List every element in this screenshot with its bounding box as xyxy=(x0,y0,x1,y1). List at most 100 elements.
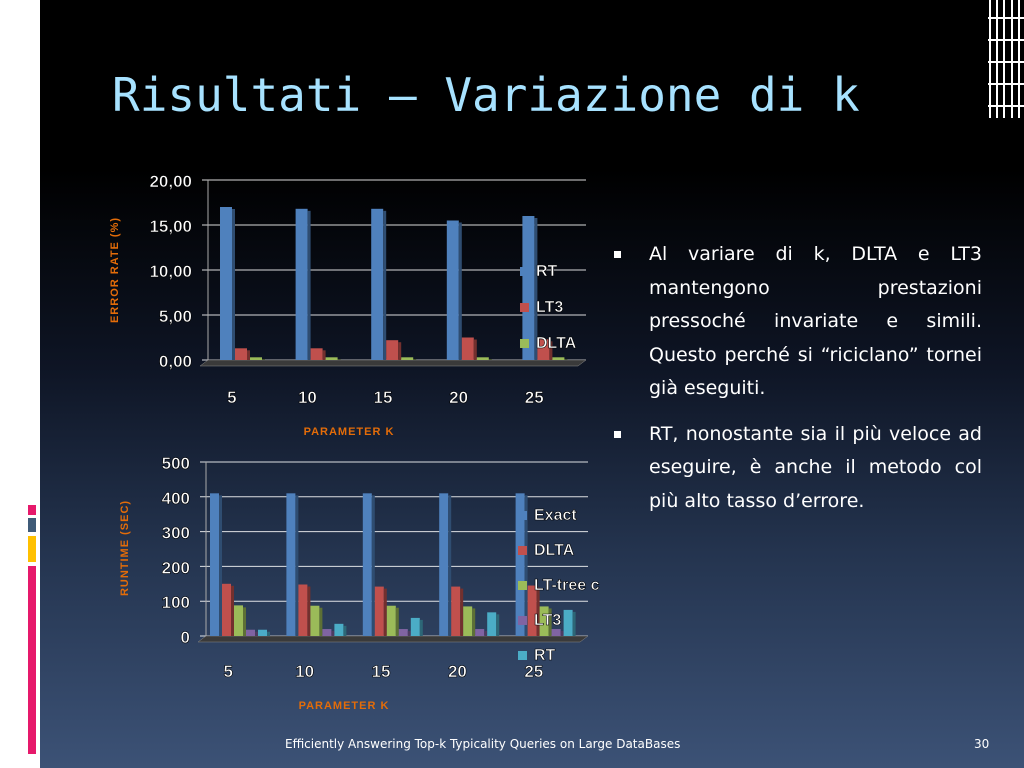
bar-rt-10 xyxy=(295,208,308,360)
bar-side-shade xyxy=(458,222,462,360)
legend-label: RT xyxy=(536,263,558,280)
bar-side-shade xyxy=(322,350,326,360)
bar-side-shade xyxy=(448,495,452,636)
x-category-label: 5 xyxy=(227,388,236,407)
bar-side-shade xyxy=(255,631,258,636)
bar-dlta-5 xyxy=(222,583,231,636)
bar-side-shade xyxy=(407,631,411,636)
legend-swatch xyxy=(520,303,529,312)
bar-side-shade xyxy=(395,607,399,636)
bullet-text: RT, nonostante sia il più veloce ad eseg… xyxy=(649,422,982,512)
bar-side-shade xyxy=(319,607,323,636)
y-tick-label: 20,00 xyxy=(149,172,192,191)
sidebar-stripe xyxy=(28,505,36,515)
bar-side-shade xyxy=(243,607,246,636)
x-category-label: 15 xyxy=(374,388,393,407)
bullet-text: Al variare di k, DLTA e LT3 mantengono p… xyxy=(649,243,982,399)
y-tick-label: 400 xyxy=(162,489,190,508)
bar-side-shade xyxy=(383,210,387,360)
bar-side-shade xyxy=(398,342,402,360)
bar-side-shade xyxy=(267,631,270,636)
bar-exact-5 xyxy=(210,493,219,636)
bar-side-shade xyxy=(219,495,222,636)
bar-side-shade xyxy=(413,359,417,360)
bar-side-shade xyxy=(262,359,265,360)
legend-label: RT xyxy=(534,647,556,664)
bar-lt-tree-c-10 xyxy=(310,605,320,636)
bar-rt-10 xyxy=(334,623,344,636)
bar-side-shade xyxy=(247,350,250,360)
bar-lt-tree-c-5 xyxy=(234,605,243,636)
bar-rt-15 xyxy=(410,617,420,636)
bar-dlta-5 xyxy=(250,357,262,360)
x-category-label: 10 xyxy=(298,388,317,407)
x-category-label: 25 xyxy=(525,388,544,407)
x-axis-title: PARAMETER K xyxy=(304,426,395,438)
chart-floor xyxy=(199,359,587,367)
legend-swatch xyxy=(518,616,527,625)
y-tick-label: 0 xyxy=(181,628,190,647)
bar-side-shade xyxy=(524,495,528,636)
footer-text: Efficiently Answering Top-k Typicality Q… xyxy=(285,737,681,751)
bar-side-shade xyxy=(343,625,347,636)
bar-side-shade xyxy=(496,614,500,636)
bar-side-shade xyxy=(307,586,311,636)
bar-rt-15 xyxy=(371,208,384,360)
bar-dlta-20 xyxy=(451,586,461,636)
page-number: 30 xyxy=(974,737,990,751)
bar-side-shade xyxy=(231,585,234,636)
bar-lt3-5 xyxy=(235,348,247,360)
bar-side-shade xyxy=(564,359,568,360)
legend-swatch xyxy=(518,546,527,555)
y-tick-label: 5,00 xyxy=(159,307,192,326)
bar-exact-10 xyxy=(286,493,296,636)
bullet-list: Al variare di k, DLTA e LT3 mantengono p… xyxy=(608,238,982,530)
bar-exact-25 xyxy=(515,493,525,636)
bar-lt3-20 xyxy=(461,337,474,360)
bar-dlta-25 xyxy=(527,585,537,636)
legend-label: DLTA xyxy=(536,335,577,352)
bar-dlta-10 xyxy=(325,357,338,360)
bar-side-shade xyxy=(548,608,552,636)
bullet-item: Al variare di k, DLTA e LT3 mantengono p… xyxy=(608,238,982,406)
y-tick-label: 10,00 xyxy=(149,262,192,281)
bar-lt3-10 xyxy=(310,348,323,360)
bar-lt3-10 xyxy=(322,629,332,636)
bar-lt3-20 xyxy=(475,629,485,636)
left-decorative-bar xyxy=(0,0,40,768)
bar-side-shade xyxy=(534,218,538,360)
x-category-label: 15 xyxy=(372,662,391,681)
bar-side-shade xyxy=(337,359,341,360)
chart-floor xyxy=(197,635,589,643)
y-axis-title: ERROR RATE (%) xyxy=(109,217,121,323)
bar-lt-tree-c-20 xyxy=(463,606,473,636)
bar-rt-25 xyxy=(563,609,573,636)
bar-lt3-25 xyxy=(537,339,550,360)
bar-side-shade xyxy=(232,209,235,360)
sidebar-stripe xyxy=(28,536,36,562)
bar-side-shade xyxy=(473,339,477,360)
bar-rt-20 xyxy=(446,220,459,360)
bar-side-shade xyxy=(295,495,299,636)
x-category-label: 5 xyxy=(223,662,232,681)
legend-label: LT3 xyxy=(536,299,563,316)
bar-side-shade xyxy=(536,587,540,636)
y-tick-label: 200 xyxy=(162,558,190,577)
y-tick-label: 0,00 xyxy=(159,352,192,371)
bar-side-shade xyxy=(484,631,488,636)
bar-lt-tree-c-15 xyxy=(386,605,396,636)
bar-side-shade xyxy=(371,495,375,636)
bar-dlta-15 xyxy=(374,586,384,636)
bar-dlta-25 xyxy=(552,357,565,360)
error-rate-chart: 0,00 5,00 10,00 15,00 20,00 5 10 15 20 25 PARAMETE… xyxy=(109,172,587,438)
y-tick-label: 500 xyxy=(162,454,190,473)
legend-swatch xyxy=(520,339,529,348)
bar-side-shade xyxy=(419,619,423,636)
y-tick-label: 100 xyxy=(162,593,190,612)
legend-swatch xyxy=(518,511,527,520)
x-axis-title: PARAMETER K xyxy=(299,700,390,712)
legend-label: Exact xyxy=(534,507,577,524)
bar-side-shade xyxy=(331,631,335,636)
x-category-label: 10 xyxy=(295,662,314,681)
bar-dlta-20 xyxy=(476,357,489,360)
